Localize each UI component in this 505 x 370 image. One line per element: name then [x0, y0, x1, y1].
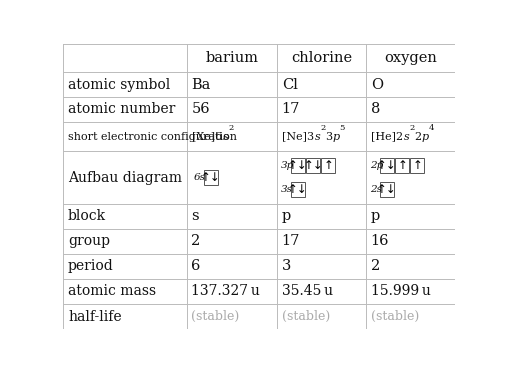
- Text: ↑↓: ↑↓: [302, 159, 322, 172]
- Text: [Ne]3: [Ne]3: [282, 132, 314, 142]
- Text: ↑: ↑: [396, 159, 406, 172]
- Text: [Xe]6: [Xe]6: [192, 132, 222, 142]
- Text: ↑: ↑: [412, 159, 422, 172]
- Bar: [379, 158, 393, 173]
- Text: 5: 5: [339, 124, 344, 132]
- Text: half-life: half-life: [68, 310, 121, 323]
- Text: p: p: [281, 209, 290, 223]
- Bar: [203, 170, 217, 185]
- Text: 3: 3: [281, 259, 290, 273]
- Text: Ba: Ba: [191, 78, 211, 91]
- Bar: [379, 182, 393, 197]
- Text: 2: 2: [320, 124, 325, 132]
- Text: 2: 2: [370, 259, 379, 273]
- Text: (stable): (stable): [191, 310, 239, 323]
- Text: ↑↓: ↑↓: [200, 171, 220, 184]
- Text: block: block: [68, 209, 106, 223]
- Text: oxygen: oxygen: [383, 51, 436, 65]
- Text: 15.999 u: 15.999 u: [370, 284, 430, 298]
- Text: O: O: [370, 78, 382, 91]
- Text: 2p: 2p: [369, 161, 382, 170]
- Text: chlorine: chlorine: [290, 51, 351, 65]
- Bar: [410, 158, 424, 173]
- Text: ↑: ↑: [323, 159, 333, 172]
- Bar: [290, 182, 304, 197]
- Bar: [306, 158, 320, 173]
- Text: atomic number: atomic number: [68, 102, 175, 117]
- Text: 137.327 u: 137.327 u: [191, 284, 260, 298]
- Text: s: s: [403, 132, 409, 142]
- Text: 2: 2: [228, 124, 233, 132]
- Text: atomic symbol: atomic symbol: [68, 78, 170, 91]
- Text: 56: 56: [191, 102, 210, 117]
- Text: p: p: [331, 132, 339, 142]
- Text: group: group: [68, 235, 110, 248]
- Text: 2: 2: [191, 235, 200, 248]
- Text: ↑↓: ↑↓: [376, 159, 396, 172]
- Text: (stable): (stable): [370, 310, 418, 323]
- Text: Cl: Cl: [281, 78, 297, 91]
- Text: 2s: 2s: [369, 185, 381, 194]
- Bar: [321, 158, 335, 173]
- Text: (stable): (stable): [281, 310, 329, 323]
- Text: 3p: 3p: [280, 161, 293, 170]
- Text: Aufbau diagram: Aufbau diagram: [68, 171, 182, 185]
- Text: barium: barium: [205, 51, 258, 65]
- Text: 3: 3: [324, 132, 331, 142]
- Text: ↑↓: ↑↓: [287, 183, 307, 196]
- Text: period: period: [68, 259, 114, 273]
- Text: [He]2: [He]2: [371, 132, 403, 142]
- Bar: [394, 158, 409, 173]
- Text: 6: 6: [191, 259, 200, 273]
- Text: 17: 17: [281, 235, 299, 248]
- Text: atomic mass: atomic mass: [68, 284, 156, 298]
- Text: 35.45 u: 35.45 u: [281, 284, 332, 298]
- Text: s: s: [222, 132, 228, 142]
- Text: ↑↓: ↑↓: [376, 183, 396, 196]
- Text: 6s: 6s: [193, 173, 206, 182]
- Text: 3s: 3s: [280, 185, 292, 194]
- Text: 2: 2: [413, 132, 420, 142]
- Text: s: s: [191, 209, 198, 223]
- Text: 17: 17: [281, 102, 299, 117]
- Text: ↑↓: ↑↓: [287, 159, 307, 172]
- Text: 8: 8: [370, 102, 379, 117]
- Text: p: p: [370, 209, 379, 223]
- Text: short electronic configuration: short electronic configuration: [68, 132, 236, 142]
- Bar: [290, 158, 304, 173]
- Text: 4: 4: [427, 124, 433, 132]
- Text: s: s: [314, 132, 320, 142]
- Text: 2: 2: [409, 124, 414, 132]
- Text: 16: 16: [370, 235, 388, 248]
- Text: p: p: [420, 132, 427, 142]
